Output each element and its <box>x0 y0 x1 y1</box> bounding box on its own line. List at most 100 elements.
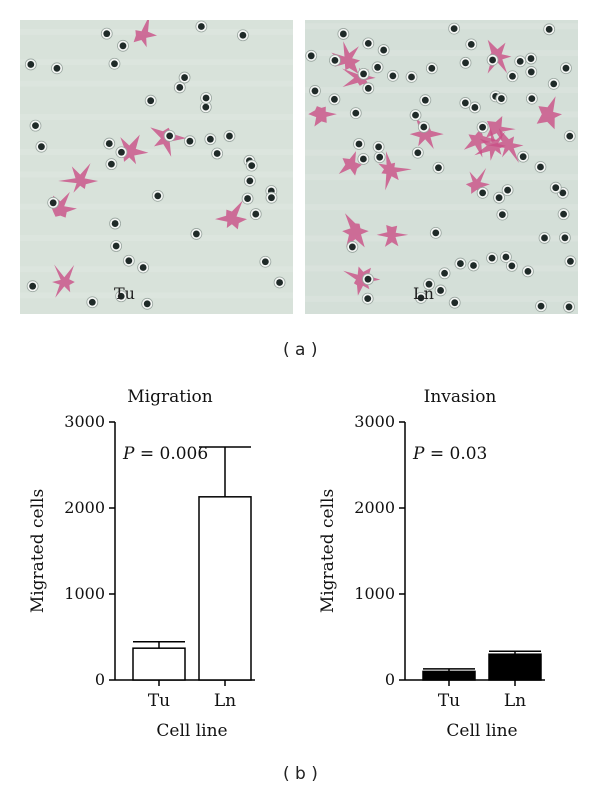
stained-cell-body <box>486 116 516 142</box>
cell-nucleus <box>355 140 363 148</box>
p-value: = 0.03 <box>424 444 487 464</box>
micrograph-streak <box>20 203 293 210</box>
p-value-annotation: P = 0.006 <box>122 444 208 464</box>
cell-nucleus <box>560 210 567 218</box>
y-axis-label: Migrated cells <box>318 489 338 613</box>
stained-cell <box>150 127 187 157</box>
cell-nucleus <box>107 160 115 168</box>
cell-nucleus <box>417 294 425 302</box>
cell-nucleus <box>244 195 251 202</box>
stained-cell-body <box>133 20 157 48</box>
cell-nucleus <box>537 302 545 310</box>
cell-nucleus <box>528 95 536 103</box>
micrograph-tu-caption: Tu <box>114 284 135 303</box>
cell-nucleus <box>508 262 516 270</box>
micrograph-ln-caption: Ln <box>413 284 434 303</box>
cell-nucleus <box>311 87 319 95</box>
stained-cell-body <box>331 41 361 74</box>
bar-ln <box>488 653 542 681</box>
cell-nucleus <box>213 150 221 157</box>
bar-tu <box>422 670 476 681</box>
cell-nucleus <box>527 68 535 76</box>
cell-nucleus <box>32 122 39 130</box>
cell-nucleus <box>197 23 205 30</box>
cell-nucleus <box>226 132 233 140</box>
stained-cell <box>215 200 247 230</box>
cell-nucleus <box>202 103 210 111</box>
cell-nucleus <box>166 132 174 140</box>
invasion-chart: Invasion 0 1000 2000 3000 Migrated cells Tu Ln C… <box>318 387 545 741</box>
cell-nucleus <box>246 177 254 185</box>
cell-nucleus <box>389 72 397 80</box>
migration-chart: Migration 0 1000 2000 3000 Migrated cells Tu Ln… <box>28 387 255 741</box>
stained-cell-body <box>150 127 187 157</box>
cell-nucleus <box>488 254 496 262</box>
cell-nucleus <box>425 280 433 288</box>
cell-nucleus <box>307 52 315 60</box>
y-tick-label: 2000 <box>64 498 105 517</box>
micrograph-streak <box>305 50 578 57</box>
cell-nucleus <box>348 243 356 251</box>
cell-nucleus <box>450 25 458 33</box>
stained-cell-body <box>343 266 381 296</box>
micrograph-streak <box>20 80 293 87</box>
y-tick-label: 3000 <box>354 412 395 431</box>
cell-nucleus <box>331 95 338 103</box>
cell-nucleus <box>88 298 96 306</box>
cell-nucleus <box>421 96 429 104</box>
cell-nucleus <box>103 30 111 38</box>
cell-nucleus <box>192 230 200 238</box>
bar-ln <box>198 496 252 681</box>
micrograph-streak <box>305 295 578 302</box>
cell-nucleus <box>461 99 469 107</box>
stained-cell-body <box>51 191 77 218</box>
cell-nucleus <box>154 192 162 200</box>
cell-nucleus <box>489 56 496 64</box>
stained-cell <box>338 151 362 176</box>
stained-cell <box>51 191 77 218</box>
stained-cell <box>52 264 75 298</box>
cell-nucleus <box>181 74 188 81</box>
p-symbol: P <box>412 444 425 464</box>
cell-nucleus <box>519 153 527 161</box>
stained-cell-body <box>120 134 149 165</box>
cell-nucleus <box>117 292 125 300</box>
y-tick-label: 3000 <box>64 412 105 431</box>
stained-cell <box>474 126 506 161</box>
stained-cell <box>308 106 337 127</box>
x-tick-label: Ln <box>214 691 236 711</box>
cell-nucleus <box>502 253 510 261</box>
cell-nucleus <box>479 189 487 197</box>
cell-nucleus <box>186 137 194 145</box>
cell-nucleus <box>541 234 548 242</box>
cell-nucleus <box>105 140 113 147</box>
cell-nucleus <box>567 257 574 265</box>
cell-nucleus <box>352 109 360 117</box>
cell-nucleus <box>420 123 428 131</box>
stained-cell-body <box>58 163 99 193</box>
micrograph-streak <box>305 235 578 242</box>
cell-nucleus <box>206 135 214 143</box>
cell-nucleus <box>364 295 372 303</box>
cell-nucleus <box>118 148 125 156</box>
micrograph-tu: Tu <box>20 20 293 314</box>
cell-nucleus <box>119 42 127 50</box>
panel-a-label: ( a ) <box>283 340 318 360</box>
cell-nucleus <box>562 64 570 72</box>
cell-nucleus <box>498 211 506 219</box>
cell-nucleus <box>374 63 381 71</box>
cell-nucleus <box>53 64 61 72</box>
stained-cell <box>133 20 157 48</box>
stained-cell <box>376 225 409 247</box>
cell-nucleus <box>239 31 247 39</box>
cell-nucleus <box>112 242 120 250</box>
micrograph-streak <box>20 171 293 178</box>
cell-nucleus <box>29 282 37 290</box>
stained-cell-body <box>52 264 75 298</box>
stained-cell <box>58 163 99 193</box>
cell-nucleus <box>176 84 184 91</box>
cell-nucleus <box>537 163 544 171</box>
y-tick-label: 2000 <box>354 498 395 517</box>
cell-nucleus <box>125 257 133 265</box>
stained-cell-body <box>338 151 362 176</box>
